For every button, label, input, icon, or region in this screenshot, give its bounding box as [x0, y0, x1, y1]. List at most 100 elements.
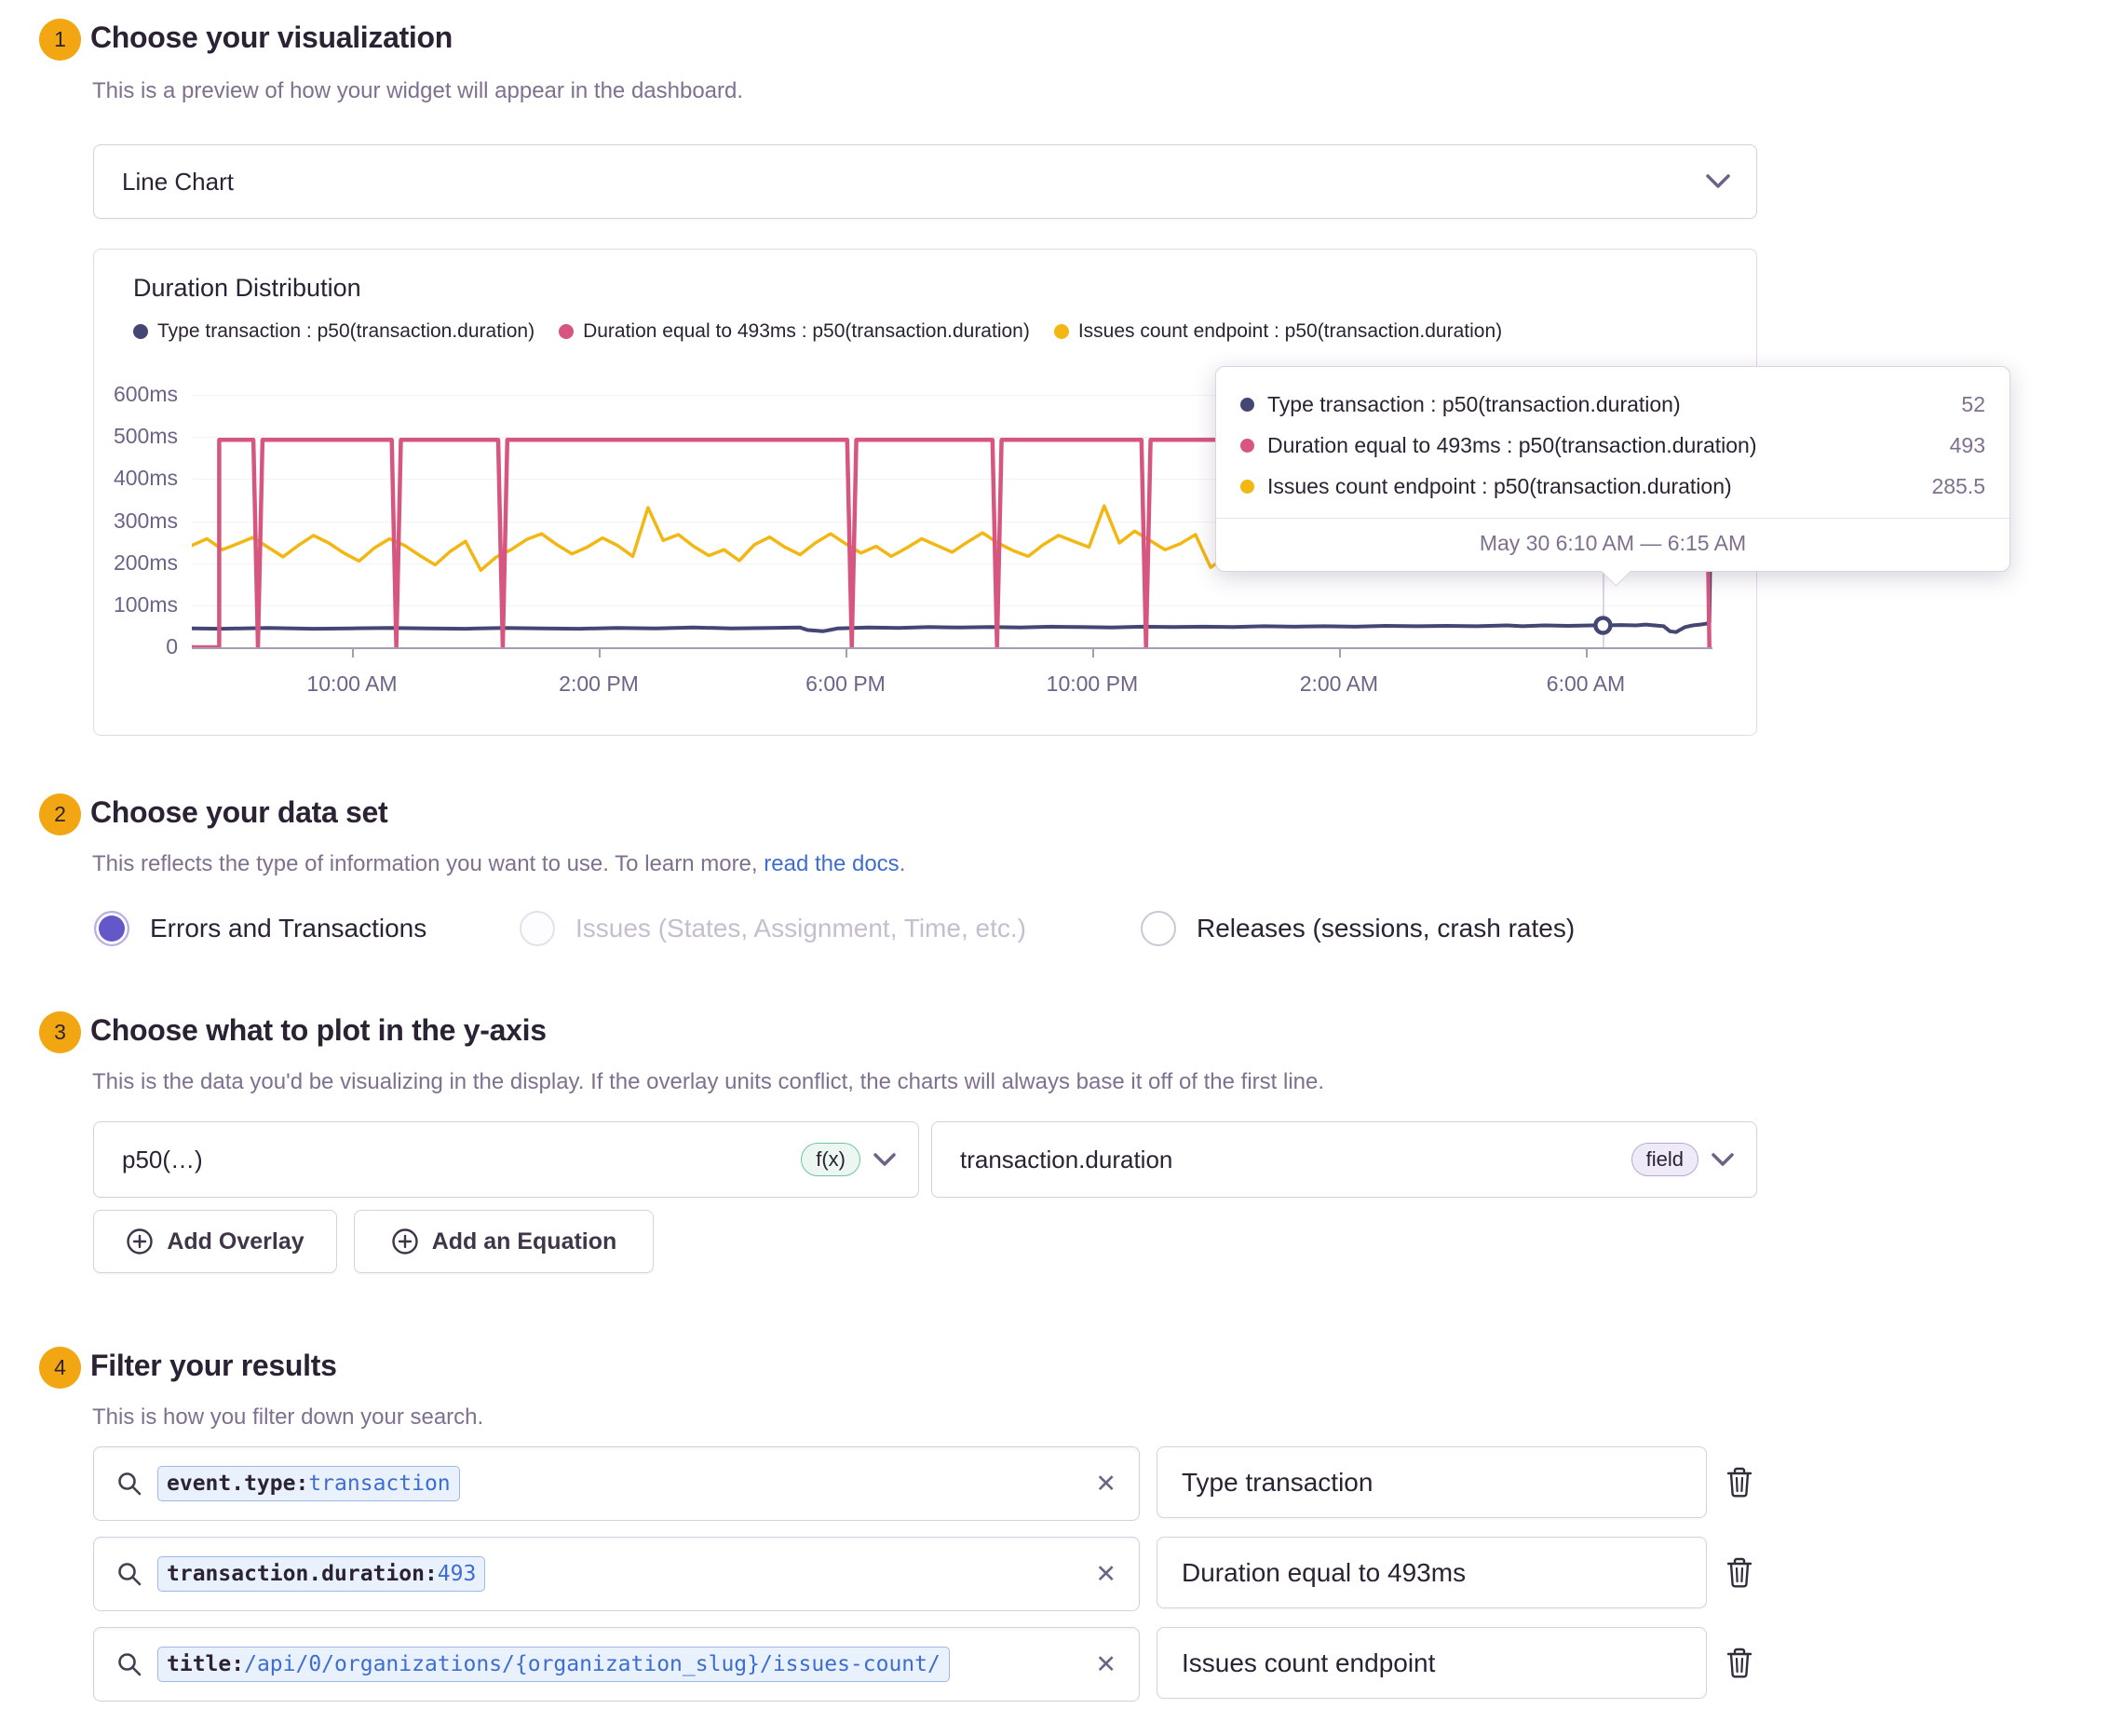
y-axis-label: 400ms	[113, 466, 178, 491]
trash-icon	[1725, 1467, 1754, 1502]
field-value: transaction.duration	[960, 1145, 1173, 1173]
tooltip-row: Duration equal to 493ms : p50(transactio…	[1240, 425, 1985, 466]
tooltip-series-name: Duration equal to 493ms : p50(transactio…	[1267, 432, 1757, 457]
radio-label: Errors and Transactions	[150, 914, 427, 943]
x-axis-label: 10:00 AM	[306, 671, 398, 696]
x-axis-tick	[1586, 649, 1588, 658]
token-value: transaction	[308, 1472, 451, 1496]
chart-gridline	[192, 437, 1712, 439]
token-key: transaction.duration:	[167, 1562, 438, 1586]
chart-x-axis: 10:00 AM 2:00 PM 6:00 PM 10:00 PM 2:00 AM 6:0…	[192, 647, 1712, 703]
dataset-radio-group: Errors and Transactions Issues (States, A…	[0, 911, 2111, 952]
clear-filter-icon[interactable]: ✕	[1095, 1559, 1116, 1588]
chevron-down-icon	[873, 1152, 896, 1167]
legend-dot-icon	[1053, 324, 1069, 339]
add-equation-label: Add an Equation	[431, 1227, 617, 1255]
x-axis-label: 6:00 PM	[805, 671, 886, 696]
chart-tooltip: Type transaction : p50(transaction.durat…	[1215, 366, 2010, 587]
chart-title: Duration Distribution	[133, 274, 361, 302]
section-dataset-subtitle: This reflects the type of information yo…	[92, 851, 905, 877]
legend-item[interactable]: Duration equal to 493ms : p50(transactio…	[559, 320, 1030, 343]
aggregate-function-select[interactable]: p50(…) f(x)	[93, 1121, 919, 1198]
clear-filter-icon[interactable]: ✕	[1095, 1469, 1116, 1498]
filter-token[interactable]: event.type: transaction	[157, 1466, 460, 1501]
radio-option-issues-states-assignment-time-etc: Issues (States, Assignment, Time, etc.)	[520, 911, 1026, 946]
add-overlay-label: Add Overlay	[167, 1227, 304, 1255]
radio-label: Issues (States, Assignment, Time, etc.)	[575, 914, 1026, 943]
tooltip-series-dot-icon	[1240, 397, 1254, 412]
legend-label: Issues count endpoint : p50(transaction.…	[1077, 320, 1503, 342]
series-line	[192, 395, 1712, 634]
x-axis-tick	[599, 649, 601, 658]
section-yaxis-title: Choose what to plot in the y-axis	[90, 1013, 547, 1047]
trash-icon	[1725, 1648, 1754, 1683]
section-visualization-subtitle: This is a preview of how your widget wil…	[92, 78, 744, 103]
chart-gridline	[192, 604, 1712, 606]
legend-label: Duration equal to 493ms : p50(transactio…	[583, 320, 1030, 342]
clear-filter-icon[interactable]: ✕	[1095, 1649, 1116, 1678]
tooltip-series-dot-icon	[1240, 438, 1254, 453]
x-axis-tick	[1091, 649, 1094, 658]
aggregate-function-value: p50(…)	[122, 1145, 203, 1173]
tooltip-timestamp: May 30 6:10 AM — 6:15 AM	[1216, 518, 2010, 571]
x-axis-tick	[846, 649, 847, 658]
filter-token[interactable]: title:/api/0/organizations/{organization…	[157, 1647, 950, 1682]
tooltip-series-dot-icon	[1240, 479, 1254, 494]
y-axis-label: 300ms	[113, 508, 178, 533]
token-key: title:	[167, 1652, 245, 1676]
step-2-circle: 2	[39, 793, 81, 835]
filter-token[interactable]: transaction.duration: 493	[157, 1556, 486, 1592]
radio-label: Releases (sessions, crash rates)	[1197, 914, 1576, 943]
radio-control[interactable]	[1141, 911, 1176, 946]
tooltip-series-value: 285.5	[1931, 473, 1985, 498]
x-axis-tick	[352, 649, 354, 658]
y-axis-label: 500ms	[113, 424, 178, 449]
legend-label: Type transaction : p50(transaction.durat…	[157, 320, 535, 342]
x-axis-tick	[1338, 649, 1341, 658]
trash-icon	[1725, 1557, 1754, 1593]
delete-filter-button[interactable]	[1725, 1466, 1754, 1502]
read-the-docs-link[interactable]: read the docs	[764, 851, 900, 876]
legend-dot-icon	[133, 324, 148, 339]
fx-badge: f(x)	[801, 1143, 860, 1176]
filter-search-input[interactable]: title:/api/0/organizations/{organization…	[93, 1627, 1140, 1702]
step-1-circle: 1	[39, 19, 81, 61]
chart-type-select[interactable]: Line Chart	[93, 144, 1757, 219]
step-3-circle: 3	[39, 1011, 81, 1053]
dataset-subtitle-period: .	[899, 851, 906, 876]
chart-type-value: Line Chart	[122, 167, 234, 196]
search-icon	[116, 1651, 142, 1677]
y-axis-label: 0	[166, 634, 178, 658]
token-value: 493	[437, 1562, 477, 1586]
chart-gridline	[192, 395, 1712, 396]
token-key: event.type:	[167, 1472, 309, 1496]
search-icon	[116, 1561, 142, 1587]
add-overlay-button[interactable]: Add Overlay	[93, 1210, 337, 1273]
x-axis-label: 2:00 AM	[1299, 671, 1379, 696]
filter-alias-input[interactable]	[1157, 1537, 1707, 1608]
radio-option-releases-sessions-crash-rates[interactable]: Releases (sessions, crash rates)	[1141, 911, 1575, 946]
tooltip-rows: Type transaction : p50(transaction.durat…	[1216, 367, 2010, 518]
chart-y-axis: 600ms 500ms 400ms 300ms 200ms 100ms 0	[94, 250, 187, 735]
chart-x-axis-line	[192, 647, 1712, 649]
field-select[interactable]: transaction.duration field	[931, 1121, 1757, 1198]
tooltip-row: Type transaction : p50(transaction.durat…	[1240, 384, 1985, 425]
section-visualization-title: Choose your visualization	[90, 20, 453, 54]
plus-circle-icon	[391, 1227, 419, 1255]
filter-search-input[interactable]: transaction.duration: 493 ✕	[93, 1537, 1140, 1611]
legend-item[interactable]: Issues count endpoint : p50(transaction.…	[1053, 320, 1503, 343]
token-value: /api/0/organizations/{organization_slug}…	[244, 1652, 940, 1676]
filter-alias-input[interactable]	[1157, 1446, 1707, 1518]
add-equation-button[interactable]: Add an Equation	[354, 1210, 654, 1273]
dataset-subtitle-text: This reflects the type of information yo…	[92, 851, 765, 876]
legend-item[interactable]: Type transaction : p50(transaction.durat…	[133, 320, 535, 343]
delete-filter-button[interactable]	[1725, 1556, 1754, 1593]
radio-option-errors-and-transactions[interactable]: Errors and Transactions	[94, 911, 426, 946]
delete-filter-button[interactable]	[1725, 1647, 1754, 1683]
tooltip-row: Issues count endpoint : p50(transaction.…	[1240, 466, 1985, 507]
radio-control[interactable]	[94, 911, 129, 946]
section-filter-title: Filter your results	[90, 1349, 337, 1382]
y-axis-label: 200ms	[113, 549, 178, 575]
filter-alias-input[interactable]	[1157, 1627, 1707, 1699]
filter-search-input[interactable]: event.type: transaction ✕	[93, 1446, 1140, 1521]
